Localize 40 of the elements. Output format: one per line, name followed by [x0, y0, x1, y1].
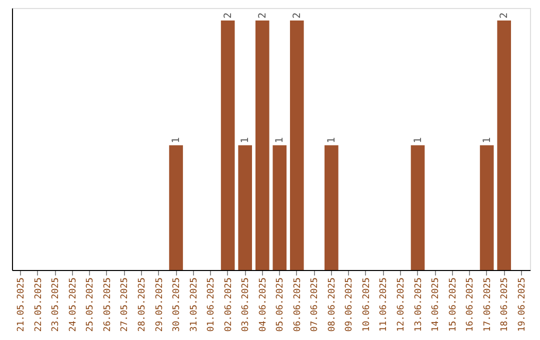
x-tick-label: 12.06.2025: [396, 278, 406, 332]
x-tick-label: 08.06.2025: [327, 278, 338, 332]
x-tick-label: 11.06.2025: [379, 278, 390, 332]
data-label: 2: [499, 12, 510, 18]
data-label: 1: [412, 137, 424, 144]
data-label: 1: [274, 137, 286, 144]
data-label: 2: [292, 12, 303, 18]
data-label: 1: [240, 137, 252, 144]
x-tick-label: 10.06.2025: [362, 278, 372, 332]
x-tick-label: 21.05.2025: [16, 278, 27, 332]
x-tick-label: 06.06.2025: [292, 278, 303, 332]
data-label: 1: [171, 137, 182, 144]
x-tick-label: 15.06.2025: [448, 278, 458, 332]
x-tick-label: 09.06.2025: [344, 278, 355, 332]
data-label: 1: [482, 137, 493, 144]
x-tick-label: 19.06.2025: [517, 278, 528, 332]
x-tick-label: 29.05.2025: [154, 278, 165, 332]
x-tick-label: 13.06.2025: [414, 278, 424, 332]
x-tick-label: 24.05.2025: [68, 278, 78, 332]
x-tick-label: 30.05.2025: [172, 278, 182, 332]
data-label: 2: [222, 12, 234, 18]
x-tick-label: 31.05.2025: [189, 278, 200, 332]
x-tick-label: 26.05.2025: [102, 278, 113, 332]
x-tick-label: 16.06.2025: [466, 278, 476, 332]
x-tick-label: 05.06.2025: [276, 278, 286, 332]
x-tick-label: 18.06.2025: [500, 278, 510, 332]
x-tick-label: 04.06.2025: [258, 278, 268, 332]
x-tick-label: 03.06.2025: [241, 278, 252, 332]
x-tick-label: 25.05.2025: [86, 278, 96, 332]
x-tick-label: 14.06.2025: [431, 278, 442, 332]
x-tick-label: 27.05.2025: [120, 278, 130, 332]
data-label: 2: [257, 12, 268, 18]
x-tick-label: 22.05.2025: [34, 278, 44, 332]
x-tick-label: 01.06.2025: [206, 278, 217, 332]
x-tick-label: 17.06.2025: [482, 278, 493, 332]
x-tick-label: 28.05.2025: [138, 278, 148, 332]
x-tick-label: 07.06.2025: [310, 278, 320, 332]
x-tick-label: 02.06.2025: [224, 278, 234, 332]
x-tick-label: 23.05.2025: [51, 278, 62, 332]
data-label: 1: [326, 137, 338, 144]
